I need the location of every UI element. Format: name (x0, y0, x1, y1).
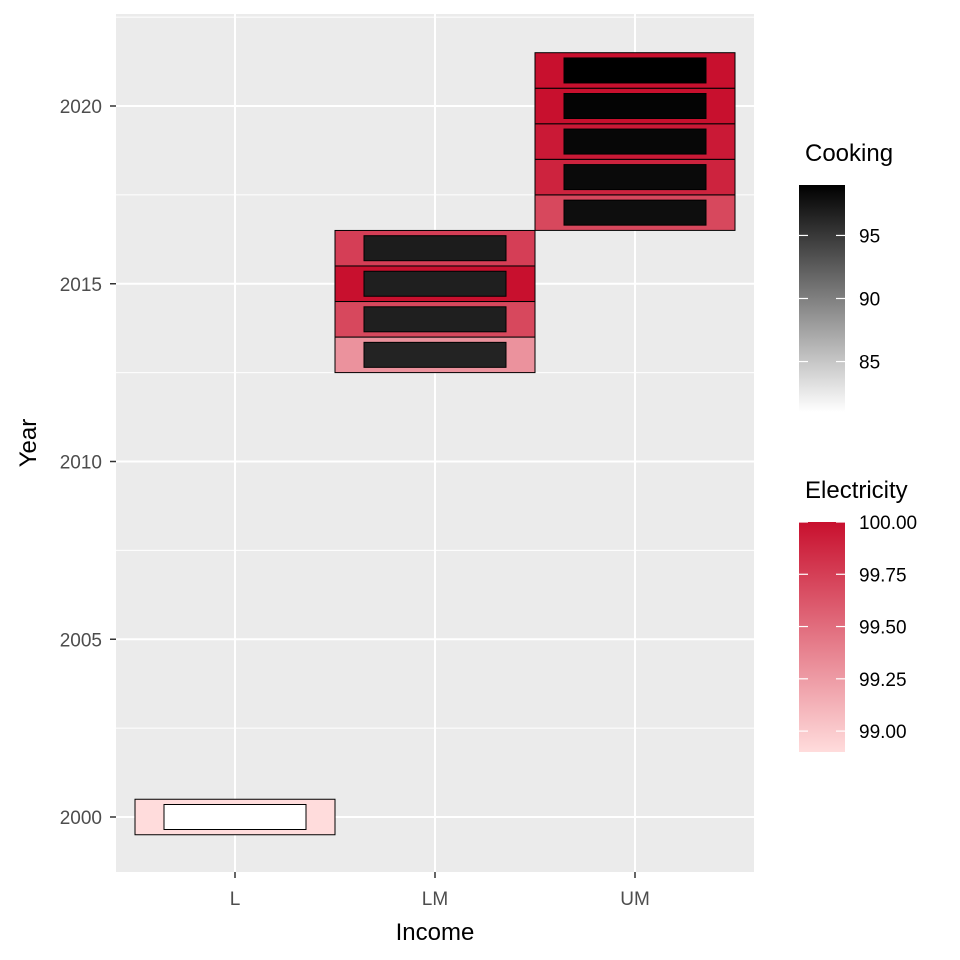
legend-cooking-breaks: 85 90 95 (799, 226, 880, 374)
cell-cooking-LM-2013 (363, 341, 507, 368)
y-axis-title: Year (15, 419, 42, 468)
legend-electricity-breaks: 99.00 99.25 99.50 99.75 100.00 (799, 513, 917, 743)
y-axis-ticks: 2000 2005 2010 2015 2020 (60, 97, 116, 829)
y-tick-label: 2015 (60, 275, 102, 296)
legend-break-label: 99.00 (859, 722, 907, 743)
legend-cooking: Cooking 85 90 95 (799, 140, 893, 412)
y-tick-label: 2010 (60, 453, 102, 474)
legend-break-label: 85 (859, 353, 880, 374)
x-tick-label: UM (620, 889, 650, 910)
cell-cooking-UM-2020 (563, 93, 707, 119)
y-tick-label: 2020 (60, 97, 102, 118)
legend-break-label: 100.00 (859, 513, 917, 534)
cell-cooking-LM-2016 (363, 235, 507, 262)
x-axis-title: Income (396, 919, 475, 946)
legend-cooking-title: Cooking (805, 140, 893, 167)
legend-electricity: Electricity 99.00 99.25 99.50 99.75 100.00 (799, 477, 917, 752)
legend-electricity-colorbar (799, 522, 845, 752)
x-tick-label: L (230, 889, 241, 910)
legend-break-label: 99.25 (859, 670, 907, 691)
cell-cooking-UM-2018 (563, 164, 707, 191)
legend-break-label: 95 (859, 226, 880, 247)
cell-cooking-UM-2017 (563, 199, 707, 226)
x-tick-label: LM (422, 889, 448, 910)
cell-cooking-LM-2015 (363, 270, 507, 297)
cell-cooking-UM-2019 (563, 128, 707, 155)
x-axis-ticks: L LM UM (230, 872, 650, 910)
y-tick-label: 2000 (60, 808, 102, 829)
legend-break-label: 99.75 (859, 565, 907, 586)
y-tick-label: 2005 (60, 630, 102, 651)
legend-break-label: 99.50 (859, 618, 907, 639)
heatmap-cells (134, 52, 736, 836)
cell-cooking-LM-2014 (363, 306, 507, 333)
legend-break-label: 90 (859, 290, 880, 311)
cell-cooking-UM-2021 (563, 57, 707, 84)
legend-electricity-title: Electricity (805, 477, 908, 504)
cell-cooking-L-2000 (163, 804, 307, 830)
